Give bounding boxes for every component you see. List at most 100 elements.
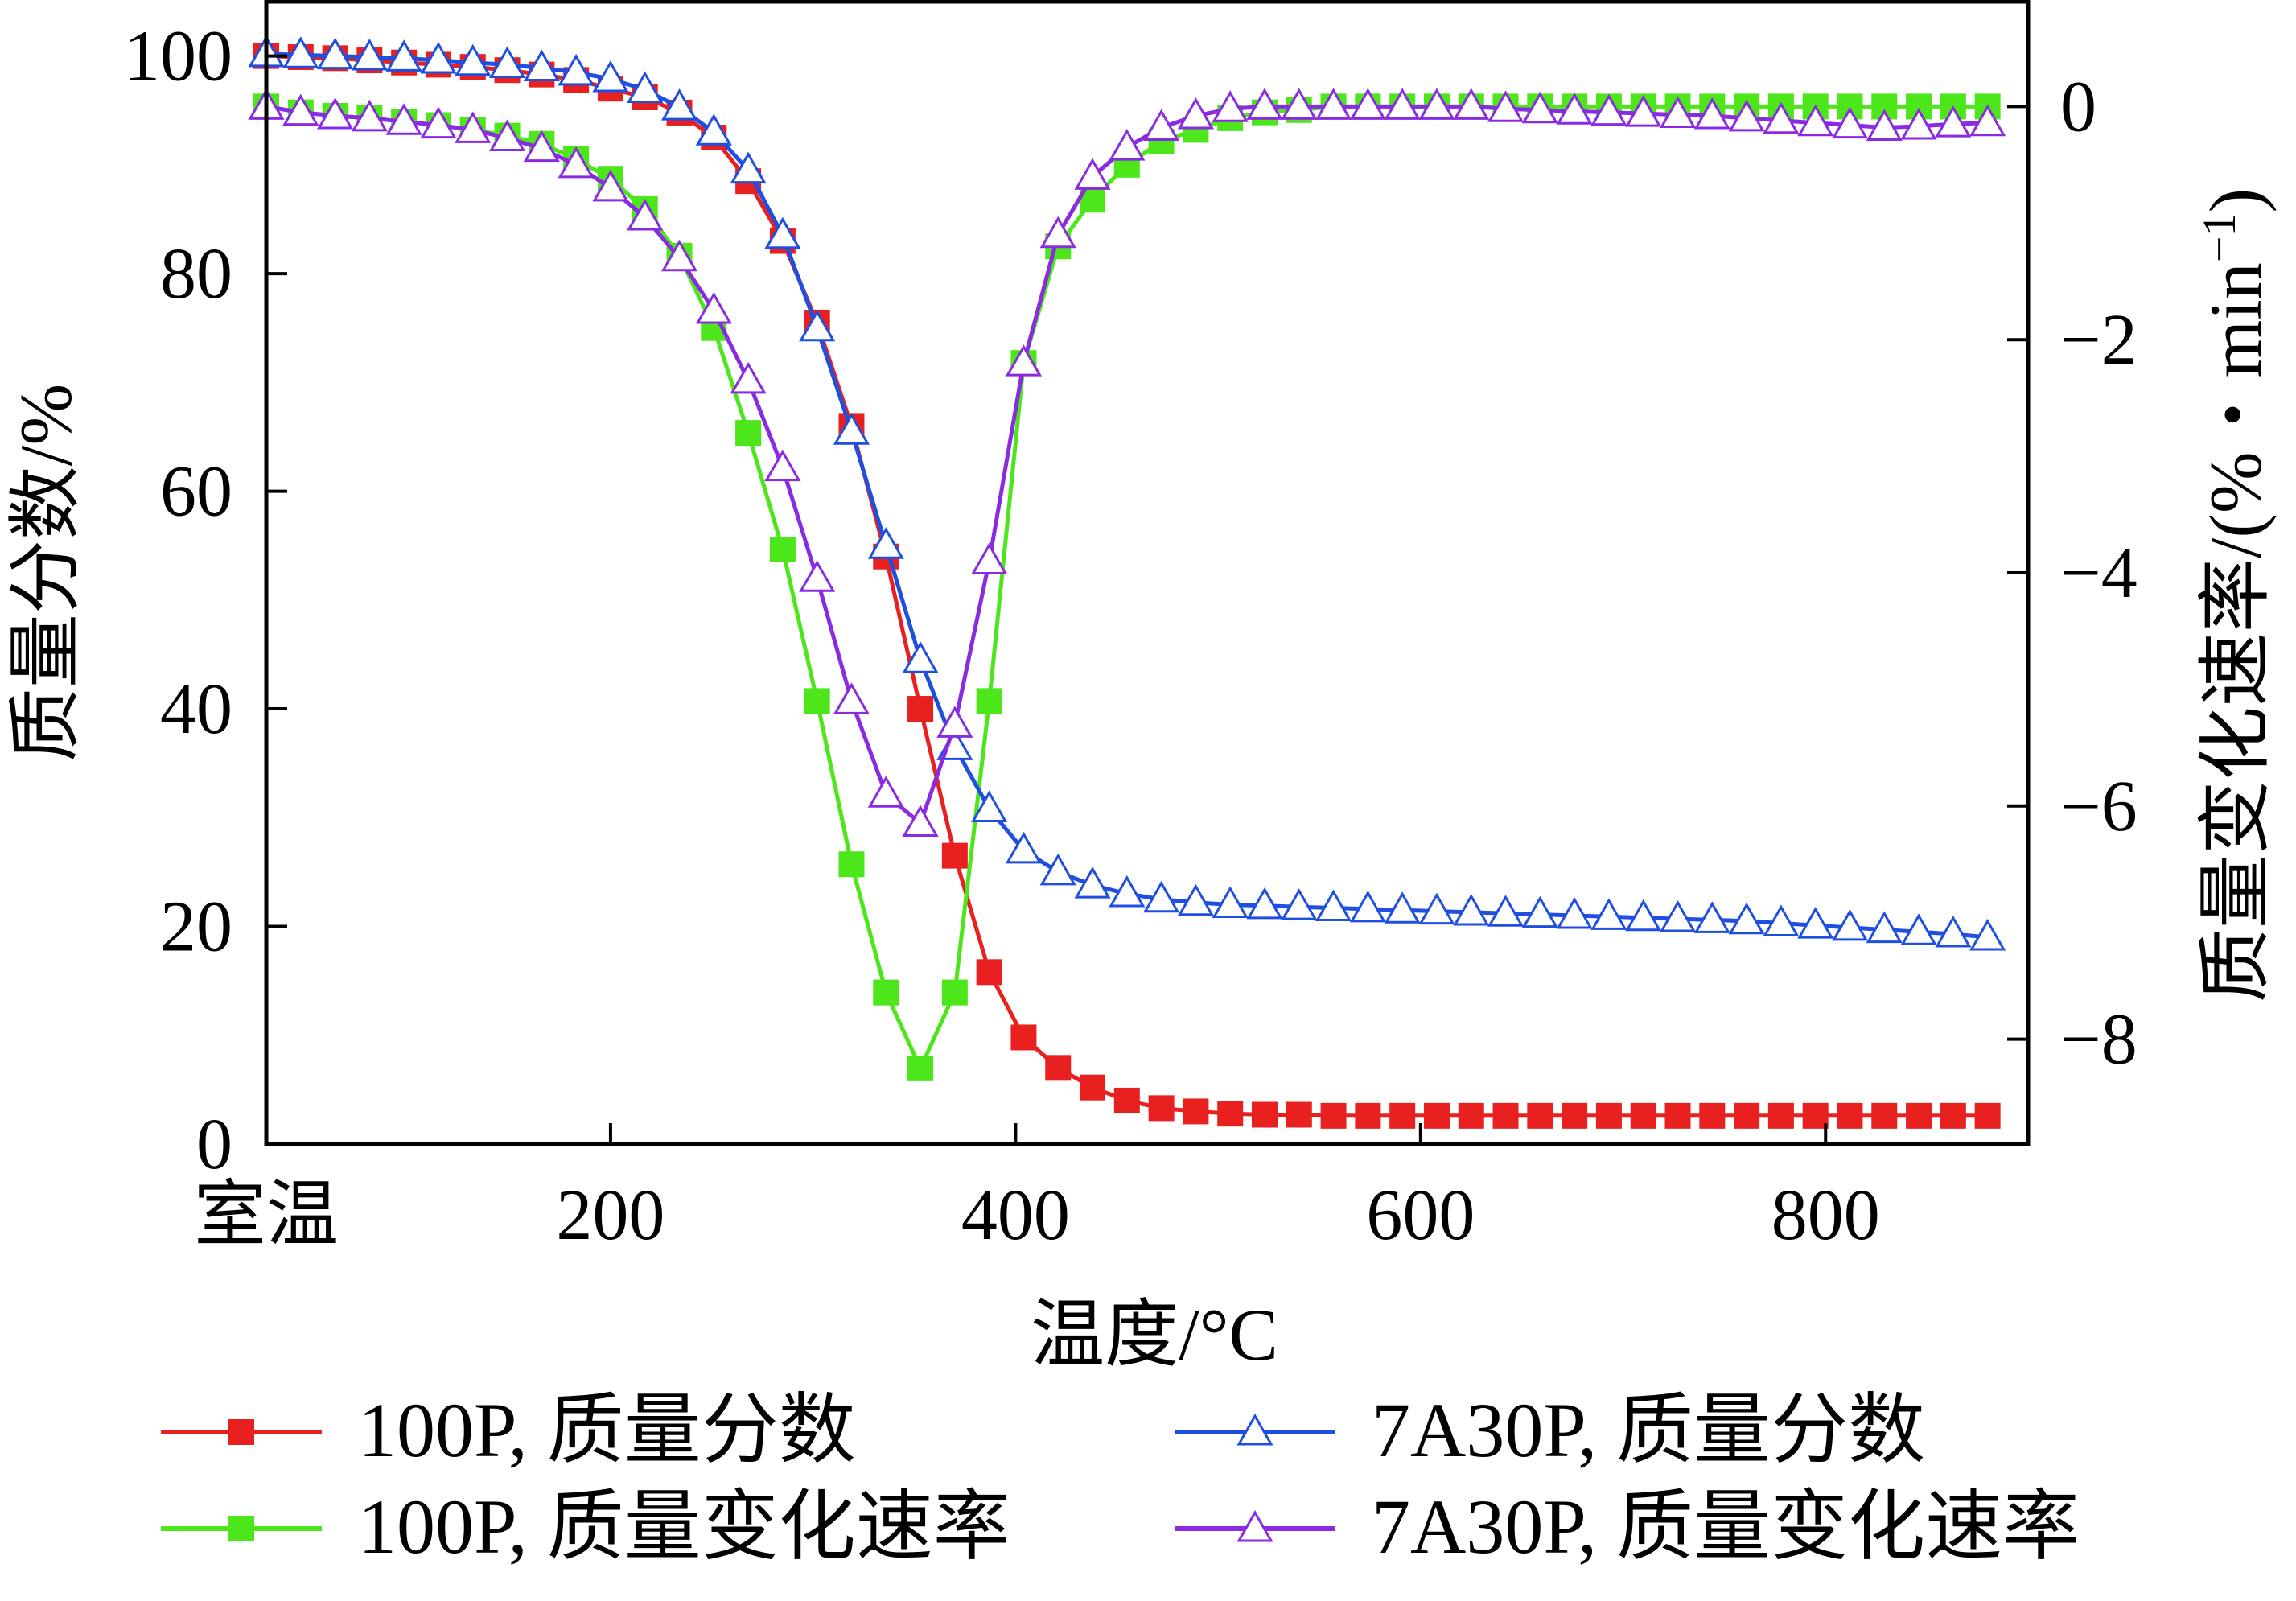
data-point [1384, 891, 1421, 924]
data-point [1940, 1102, 1966, 1129]
data-point [420, 42, 457, 74]
y-right-tick-label: 0 [2060, 67, 2096, 146]
data-point [1767, 1102, 1794, 1129]
data-point [558, 146, 595, 179]
data-point [1039, 216, 1076, 249]
y-right-axis-title-superscript: −1 [2193, 212, 2245, 262]
series-line-3 [265, 104, 1988, 825]
data-point [385, 39, 422, 72]
data-point [1005, 344, 1043, 377]
data-point [523, 130, 560, 163]
data-point [1728, 902, 1765, 935]
data-point [1935, 915, 1972, 948]
data-point [1177, 97, 1214, 130]
series-3 [248, 88, 2006, 838]
data-point [1074, 866, 1111, 899]
legend-label: 7A30P, 质量变化速率 [1372, 1484, 2080, 1570]
data-point [1177, 883, 1214, 916]
data-point [941, 842, 968, 869]
data-point [1183, 1098, 1209, 1125]
data-point [799, 309, 836, 342]
data-point [764, 449, 801, 482]
data-point [833, 413, 870, 445]
y-left-axis-title: 质量分数/% [5, 384, 87, 762]
data-point [455, 43, 492, 76]
data-point [1728, 99, 1765, 132]
legend-label: 100P, 质量变化速率 [358, 1484, 1010, 1570]
data-point [1659, 900, 1697, 932]
data-point [1143, 880, 1180, 913]
data-point [1562, 1102, 1588, 1129]
legend-marker [228, 1419, 254, 1445]
data-point [695, 291, 732, 324]
data-point [1630, 1102, 1656, 1129]
x-axis-ticks: 室温 200 400 600 800 [194, 1123, 1880, 1255]
y-left-tick-label: 0 [196, 1105, 232, 1184]
data-point [1010, 1024, 1037, 1051]
data-point [1423, 1102, 1450, 1129]
y-left-axis-ticks: 0 20 40 60 80 100 [124, 17, 287, 1184]
y-right-tick-label: −6 [2060, 767, 2138, 846]
data-point [695, 113, 732, 146]
data-point [282, 36, 319, 68]
data-point [867, 776, 904, 808]
data-point [1625, 95, 1662, 127]
data-point [1080, 1074, 1106, 1101]
data-point [971, 542, 1008, 575]
data-point [1109, 129, 1146, 161]
data-point [902, 641, 939, 673]
data-point [936, 706, 973, 738]
data-point [660, 239, 698, 272]
x-tick-label: 800 [1771, 1175, 1880, 1255]
data-point [282, 93, 319, 126]
data-point [730, 151, 767, 184]
data-point [1969, 919, 2006, 951]
data-point [764, 216, 801, 249]
data-point [976, 688, 1002, 714]
data-point [488, 46, 526, 78]
data-point [592, 60, 629, 93]
x-tick-label: 200 [556, 1175, 665, 1255]
data-point [971, 790, 1008, 822]
data-point [1148, 1095, 1175, 1122]
data-point [1217, 1101, 1244, 1127]
legend-item: 100P, 质量分数 [161, 1387, 856, 1473]
data-point [1246, 88, 1283, 120]
data-point [941, 979, 968, 1006]
data-point [1109, 875, 1146, 908]
data-point [1315, 889, 1352, 922]
data-point [1212, 886, 1249, 918]
y-left-tick-label: 40 [160, 669, 232, 749]
legend-marker [1236, 1413, 1273, 1446]
data-point [799, 560, 836, 592]
data-point [455, 111, 492, 143]
data-point [1458, 1102, 1484, 1129]
data-point [1659, 96, 1697, 129]
data-point [1866, 911, 1903, 944]
y-right-tick-label: −4 [2060, 533, 2138, 613]
data-point [558, 53, 595, 86]
data-point [1246, 887, 1283, 920]
data-point [1734, 1102, 1760, 1129]
series-line-1 [265, 104, 1988, 1071]
data-point [1487, 90, 1524, 122]
data-point [976, 959, 1002, 986]
data-point [1900, 913, 1937, 945]
data-point [1693, 901, 1730, 933]
data-point [1252, 1101, 1278, 1128]
series-0 [253, 43, 2001, 1129]
data-point [769, 537, 796, 563]
y-left-tick-label: 80 [160, 234, 232, 314]
y-right-tick-label: −8 [2060, 1000, 2138, 1080]
data-point [627, 71, 664, 104]
data-point [627, 199, 664, 231]
x-tick-label: 600 [1366, 1175, 1475, 1255]
legend-item: 7A30P, 质量分数 [1175, 1387, 1925, 1473]
data-point [730, 361, 767, 394]
y-right-axis-ticks: −8 −6 −4 −2 0 [2007, 67, 2138, 1080]
data-point [1349, 890, 1386, 923]
data-point [838, 851, 865, 878]
plot-content [248, 35, 2006, 1129]
data-point [1763, 101, 1800, 134]
data-point [1797, 907, 1834, 939]
